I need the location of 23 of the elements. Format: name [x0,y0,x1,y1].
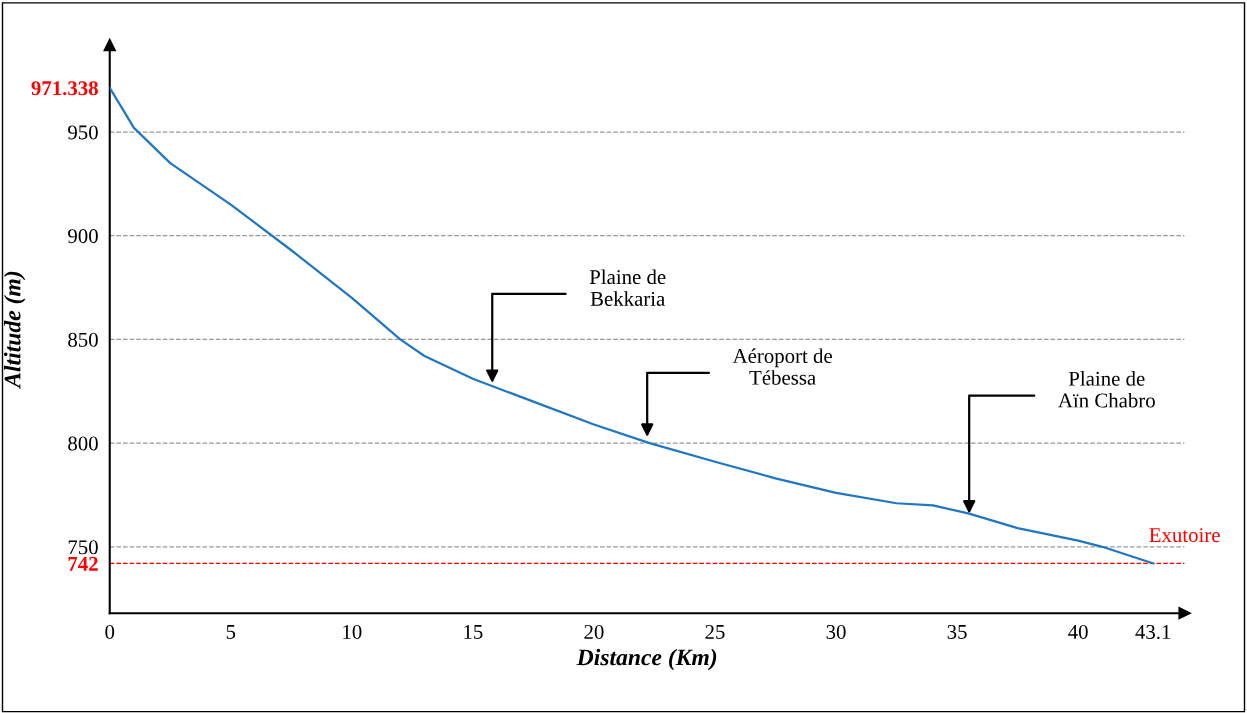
y-tick-label: 800 [68,436,98,451]
x-tick-label: 35 [947,624,967,639]
y-tick-label: 742 [68,556,98,571]
annotation: Plaine de Bekkaria [589,269,666,306]
x-tick-label: 10 [343,624,362,639]
x-tick-label: 5 [226,625,236,639]
y-tick-label: 971.338 [31,81,98,96]
x-axis-title: Distance (Km) [576,648,717,671]
annotation: Aéroport de Tébessa [732,348,832,385]
x-tick-label: 30 [826,624,846,639]
x-tick-label: 40 [1068,624,1088,639]
y-tick-label: 750 [68,540,98,555]
x-tick-label: 20 [584,624,604,639]
y-tick-label: 850 [68,332,98,347]
y-axis-title: Altitude (m) [3,271,26,389]
x-tick-label: 25 [705,624,725,639]
y-tick-label: 900 [68,229,98,244]
ref-line-label: Exutoire [1149,528,1220,543]
x-tick-label: 43.1 [1135,624,1171,640]
x-tick-label: 15 [464,624,483,639]
annotation: Plaine de Aïn Chabro [1058,371,1155,408]
y-tick-label: 950 [68,125,98,140]
x-tick-label: 0 [105,624,115,639]
